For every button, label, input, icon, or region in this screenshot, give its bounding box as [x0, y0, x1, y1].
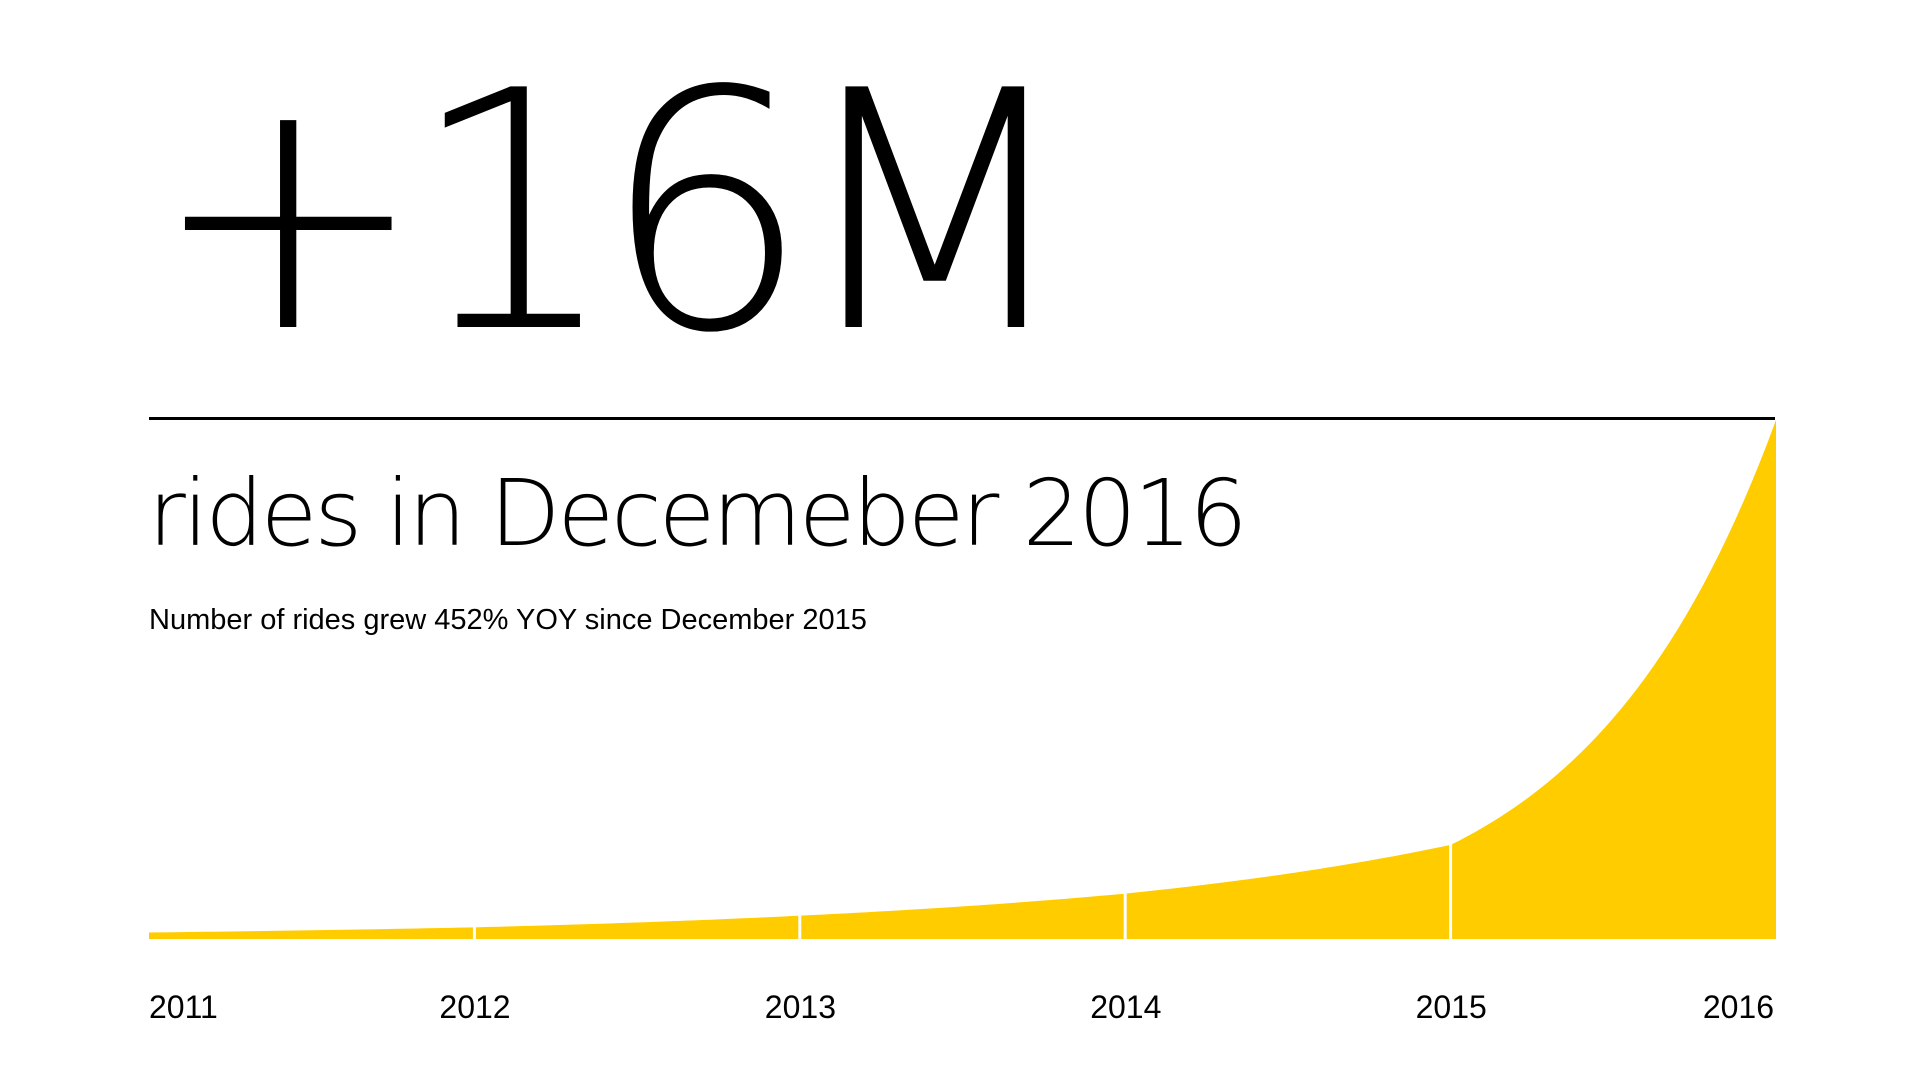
- area-segment-2015-2016: [1450, 420, 1776, 939]
- x-tick-label-2011: 2011: [149, 989, 218, 1025]
- chart-marks: [149, 420, 1776, 940]
- x-tick-label-2014: 2014: [1090, 989, 1161, 1025]
- caption: Number of rides grew 452% YOY since Dece…: [149, 604, 867, 636]
- x-tick-label-2016: 2016: [1703, 989, 1774, 1025]
- area-segment-2013-2014: [799, 893, 1126, 939]
- x-axis-ticks: 2011 2012 2013 2014 2015 2016: [149, 989, 1774, 1025]
- x-tick-label-2012: 2012: [439, 989, 510, 1025]
- x-tick-label-2015: 2015: [1416, 989, 1487, 1025]
- subtitle: rides in Decemeber 2016: [148, 460, 1248, 567]
- area-segment-2012-2013: [474, 915, 800, 939]
- x-tick-label-2013: 2013: [765, 989, 836, 1025]
- area-segment-2014-2015: [1125, 844, 1451, 939]
- divider-rule: [149, 417, 1775, 420]
- area-segment-2011-2012: [149, 927, 475, 939]
- headline-value: +16M: [150, 21, 1077, 405]
